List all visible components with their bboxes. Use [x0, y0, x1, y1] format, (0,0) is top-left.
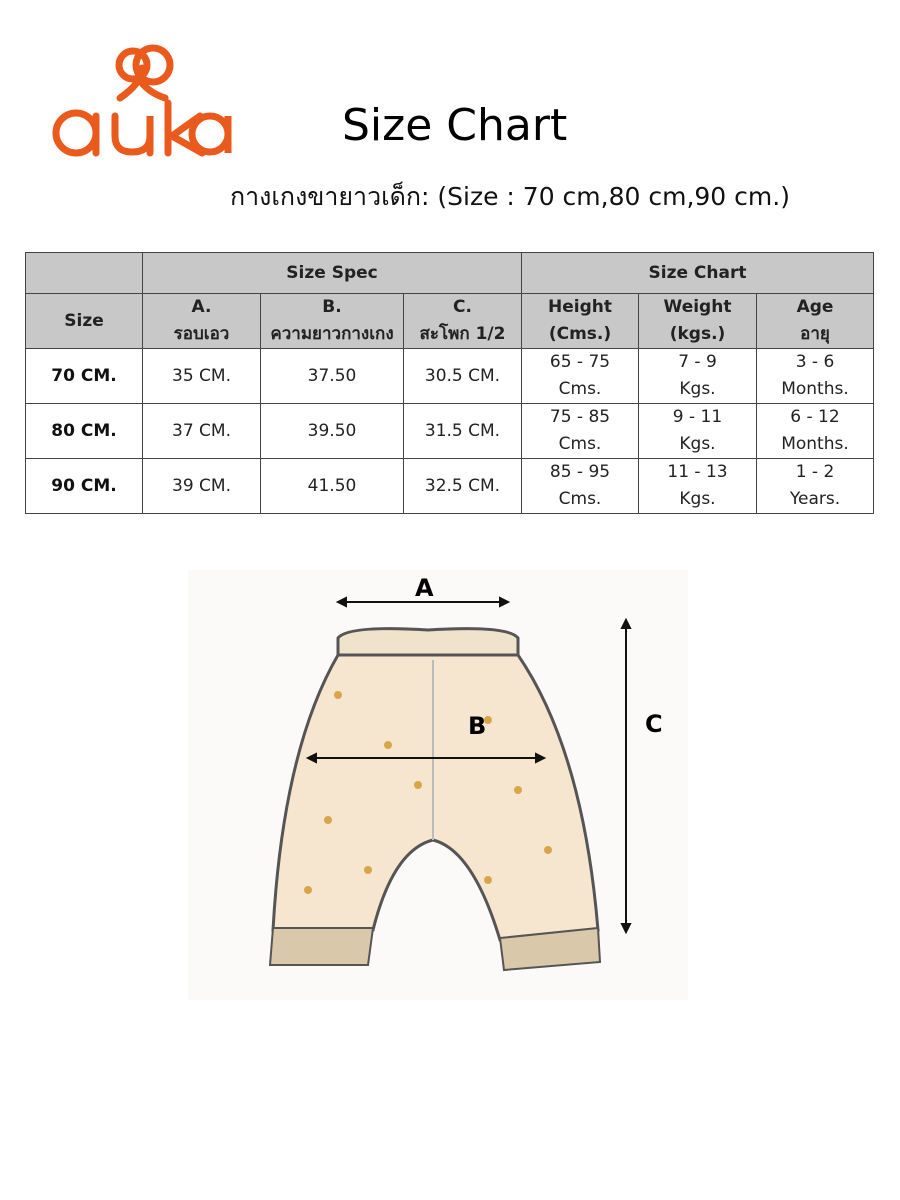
size-chart-header: Size Chart	[521, 252, 874, 294]
column-header-line1: Height	[548, 297, 612, 317]
size-table: Size Spec Size Chart Size A. รอบเอว B. ความ…	[25, 252, 874, 514]
column-header-line1: Weight	[663, 297, 732, 317]
column-header-line2: รอบเอว	[173, 324, 230, 344]
auka-logo	[52, 44, 232, 157]
hip-cell: 32.5 CM.	[403, 458, 522, 514]
weight-unit: Kgs.	[679, 379, 716, 399]
height-cell: 85 - 95 Cms.	[521, 458, 639, 514]
weight-range: 11 - 13	[667, 462, 728, 482]
column-header: A. รอบเอว	[142, 293, 261, 349]
height-unit: Cms.	[558, 434, 602, 454]
pants-illustration	[188, 570, 688, 1000]
column-header: Age อายุ	[756, 293, 874, 349]
column-header-line1: Age	[796, 297, 834, 317]
length-cell: 37.50	[260, 348, 404, 404]
hip-cell: 30.5 CM.	[403, 348, 522, 404]
age-cell: 3 - 6 Months.	[756, 348, 874, 404]
column-header: Weight (kgs.)	[638, 293, 757, 349]
subtitle: กางเกงขายาวเด็ก: (Size : 70 cm,80 cm,90 …	[230, 182, 790, 211]
length-cell: 39.50	[260, 403, 404, 459]
column-header: Height (Cms.)	[521, 293, 639, 349]
length-cell: 41.50	[260, 458, 404, 514]
age-cell: 1 - 2 Years.	[756, 458, 874, 514]
weight-cell: 11 - 13 Kgs.	[638, 458, 757, 514]
height-range: 65 - 75	[549, 352, 611, 372]
height-cell: 65 - 75 Cms.	[521, 348, 639, 404]
height-range: 75 - 85	[549, 407, 611, 427]
column-header-line1: C.	[453, 297, 472, 317]
height-range: 85 - 95	[549, 462, 611, 482]
column-header-line2: (Cms.)	[548, 324, 612, 344]
column-header-line2: ความยาวกางเกง	[270, 324, 394, 344]
size-column-header: Size	[25, 293, 143, 349]
height-unit: Cms.	[558, 379, 602, 399]
column-header-line1: A.	[191, 297, 212, 317]
column-header-line2: สะโพก 1/2	[419, 324, 506, 344]
pants-diagram: A B C	[188, 570, 688, 1000]
label-b: B	[468, 712, 487, 740]
hip-cell: 31.5 CM.	[403, 403, 522, 459]
blank-header	[25, 252, 143, 294]
size-cell: 80 CM.	[25, 403, 143, 459]
weight-cell: 7 - 9 Kgs.	[638, 348, 757, 404]
waist-cell: 39 CM.	[142, 458, 261, 514]
size-cell: 90 CM.	[25, 458, 143, 514]
weight-range: 9 - 11	[672, 407, 723, 427]
weight-range: 7 - 9	[678, 352, 717, 372]
age-range: 6 - 12	[790, 407, 840, 427]
page-title: Size Chart	[342, 100, 568, 151]
age-cell: 6 - 12 Months.	[756, 403, 874, 459]
column-header-line2: อายุ	[800, 324, 830, 344]
age-unit: Months.	[781, 379, 849, 399]
size-spec-header: Size Spec	[142, 252, 522, 294]
weight-unit: Kgs.	[679, 489, 716, 509]
column-header: B. ความยาวกางเกง	[260, 293, 404, 349]
age-unit: Months.	[781, 434, 849, 454]
column-header: C. สะโพก 1/2	[403, 293, 522, 349]
table-row: 90 CM. 39 CM. 41.50 32.5 CM. 85 - 95 Cms. 1…	[25, 458, 874, 514]
height-unit: Cms.	[558, 489, 602, 509]
age-range: 3 - 6	[795, 352, 835, 372]
age-unit: Years.	[789, 489, 841, 509]
weight-cell: 9 - 11 Kgs.	[638, 403, 757, 459]
column-header-line2: (kgs.)	[669, 324, 726, 344]
waist-cell: 37 CM.	[142, 403, 261, 459]
label-a: A	[415, 574, 434, 602]
table-row: 80 CM. 37 CM. 39.50 31.5 CM. 75 - 85 Cms. 9…	[25, 403, 874, 459]
column-header-line1: B.	[322, 297, 342, 317]
waist-cell: 35 CM.	[142, 348, 261, 404]
age-range: 1 - 2	[795, 462, 835, 482]
label-c: C	[645, 710, 663, 738]
height-cell: 75 - 85 Cms.	[521, 403, 639, 459]
size-cell: 70 CM.	[25, 348, 143, 404]
table-row: 70 CM. 35 CM. 37.50 30.5 CM. 65 - 75 Cms. 7…	[25, 348, 874, 404]
weight-unit: Kgs.	[679, 434, 716, 454]
